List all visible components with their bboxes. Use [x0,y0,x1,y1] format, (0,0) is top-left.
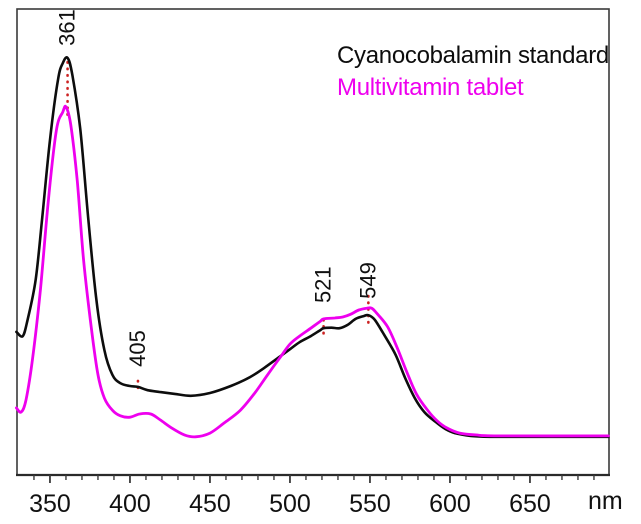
x-tick-label: 350 [29,490,71,518]
legend-item-tablet: Multivitamin tablet [337,74,524,101]
x-axis-unit-label: nm [588,487,623,515]
x-tick-label: 600 [429,490,471,518]
legend: Cyanocobalamin standard Multivitamin tab… [337,40,609,104]
x-tick-label: 500 [269,490,311,518]
peak-label: 549 [355,262,380,299]
peak-label: 361 [55,9,80,46]
x-tick-label: 450 [189,490,231,518]
x-tick-label: 550 [349,490,391,518]
x-tick-label: 400 [109,490,151,518]
peak-label: 405 [125,330,150,367]
series-tablet-curve [14,104,610,439]
peak-label: 521 [311,266,336,303]
x-tick-label: 650 [509,490,551,518]
legend-item-standard: Cyanocobalamin standard [337,42,609,69]
series-standard-curve [15,56,610,439]
